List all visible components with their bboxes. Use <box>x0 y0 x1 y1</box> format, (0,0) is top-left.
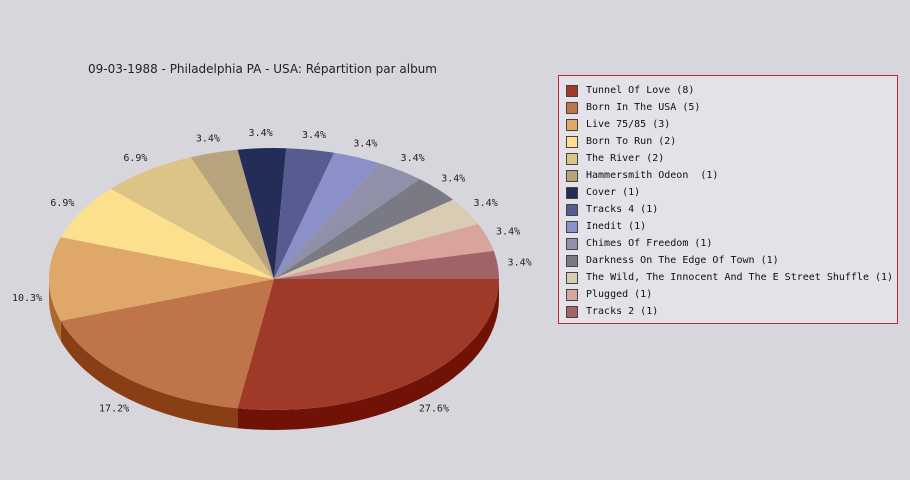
pie-slice-6 <box>237 148 287 279</box>
legend-item-8: Inedit (1) <box>566 218 897 235</box>
legend-label-8: Inedit (1) <box>586 221 647 232</box>
pie-side-1 <box>60 320 238 429</box>
legend-swatch-9 <box>566 237 578 250</box>
legend-item-7: Tracks 4 (1) <box>566 201 897 218</box>
legend-label-3: Born To Run (2) <box>586 136 677 147</box>
legend-swatch-11 <box>566 271 578 284</box>
legend-item-1: Born In The USA (5) <box>566 99 897 116</box>
legend-swatch-13 <box>566 305 578 318</box>
slice-pct-label-6: 3.4% <box>249 128 273 139</box>
legend-item-3: Born To Run (2) <box>566 133 897 150</box>
legend-label-12: Plugged (1) <box>586 289 653 300</box>
legend-item-0: Tunnel Of Love (8) <box>566 82 897 99</box>
legend-item-11: The Wild, The Innocent And The E Street … <box>566 269 897 286</box>
pie-slice-1 <box>60 279 274 409</box>
legend-label-0: Tunnel Of Love (8) <box>586 85 695 96</box>
legend-item-4: The River (2) <box>566 150 897 167</box>
legend-label-2: Live 75/85 (3) <box>586 119 671 130</box>
legend-item-5: Hammersmith Odeon (1) <box>566 167 897 184</box>
slice-pct-label-8: 3.4% <box>353 138 377 149</box>
legend-label-7: Tracks 4 (1) <box>586 204 659 215</box>
legend-swatch-2 <box>566 118 578 131</box>
slice-pct-label-11: 3.4% <box>474 198 498 209</box>
legend-swatch-10 <box>566 254 578 267</box>
pie-slice-11 <box>274 199 479 279</box>
legend-label-13: Tracks 2 (1) <box>586 306 659 317</box>
slice-pct-label-0: 27.6% <box>419 404 449 415</box>
pie-slice-8 <box>274 152 380 279</box>
slice-pct-label-9: 3.4% <box>401 153 425 164</box>
legend-swatch-1 <box>566 101 578 114</box>
legend-swatch-8 <box>566 220 578 233</box>
legend-item-12: Plugged (1) <box>566 286 897 303</box>
slice-pct-label-10: 3.4% <box>441 173 465 184</box>
legend-label-10: Darkness On The Edge Of Town (1) <box>586 255 779 266</box>
legend-label-4: The River (2) <box>586 153 665 164</box>
pie-slice-5 <box>190 149 274 279</box>
slice-pct-label-2: 10.3% <box>12 293 42 304</box>
legend-item-6: Cover (1) <box>566 184 897 201</box>
pie-side-0 <box>237 279 499 430</box>
legend-label-5: Hammersmith Odeon (1) <box>586 170 719 181</box>
pie-slice-0 <box>237 279 499 410</box>
pie-slice-13 <box>274 250 499 279</box>
pie-tops <box>49 148 499 410</box>
pie-slice-4 <box>110 157 274 279</box>
legend-swatch-0 <box>566 84 578 97</box>
pie-slice-7 <box>274 148 335 279</box>
legend-item-10: Darkness On The Edge Of Town (1) <box>566 252 897 269</box>
legend-swatch-7 <box>566 203 578 216</box>
legend-swatch-6 <box>566 186 578 199</box>
legend-swatch-5 <box>566 169 578 182</box>
chart-title: 09-03-1988 - Philadelphia PA - USA: Répa… <box>88 62 437 76</box>
legend-swatch-12 <box>566 288 578 301</box>
pie-side-2 <box>49 279 61 341</box>
legend-item-9: Chimes Of Freedom (1) <box>566 235 897 252</box>
slice-pct-label-1: 17.2% <box>99 404 129 415</box>
legend-item-2: Live 75/85 (3) <box>566 116 897 133</box>
legend-label-6: Cover (1) <box>586 187 641 198</box>
pie-labels: 27.6% 17.2% 10.3% 6.9% 6.9% 3.4% 3.4% 3.4% 3.4% 3… <box>12 128 532 414</box>
pie-sides <box>49 279 499 430</box>
pie-slice-12 <box>274 223 494 279</box>
legend-label-1: Born In The USA (5) <box>586 102 701 113</box>
legend-item-13: Tracks 2 (1) <box>566 303 897 320</box>
legend: Tunnel Of Love (8) Born In The USA (5) Liv… <box>558 75 898 324</box>
slice-pct-label-13: 3.4% <box>508 257 532 268</box>
pie-slice-2 <box>49 237 275 321</box>
pie-slice-9 <box>274 163 420 279</box>
slice-pct-label-5: 3.4% <box>196 133 220 144</box>
legend-swatch-4 <box>566 152 578 165</box>
pie-slice-10 <box>274 179 454 279</box>
legend-label-11: The Wild, The Innocent And The E Street … <box>586 272 894 283</box>
slice-pct-label-7: 3.4% <box>302 130 326 141</box>
legend-label-9: Chimes Of Freedom (1) <box>586 238 713 249</box>
legend-swatch-3 <box>566 135 578 148</box>
slice-pct-label-4: 6.9% <box>123 153 147 164</box>
pie-slice-3 <box>60 188 274 279</box>
slice-pct-label-12: 3.4% <box>496 227 520 238</box>
slice-pct-label-3: 6.9% <box>50 198 74 209</box>
